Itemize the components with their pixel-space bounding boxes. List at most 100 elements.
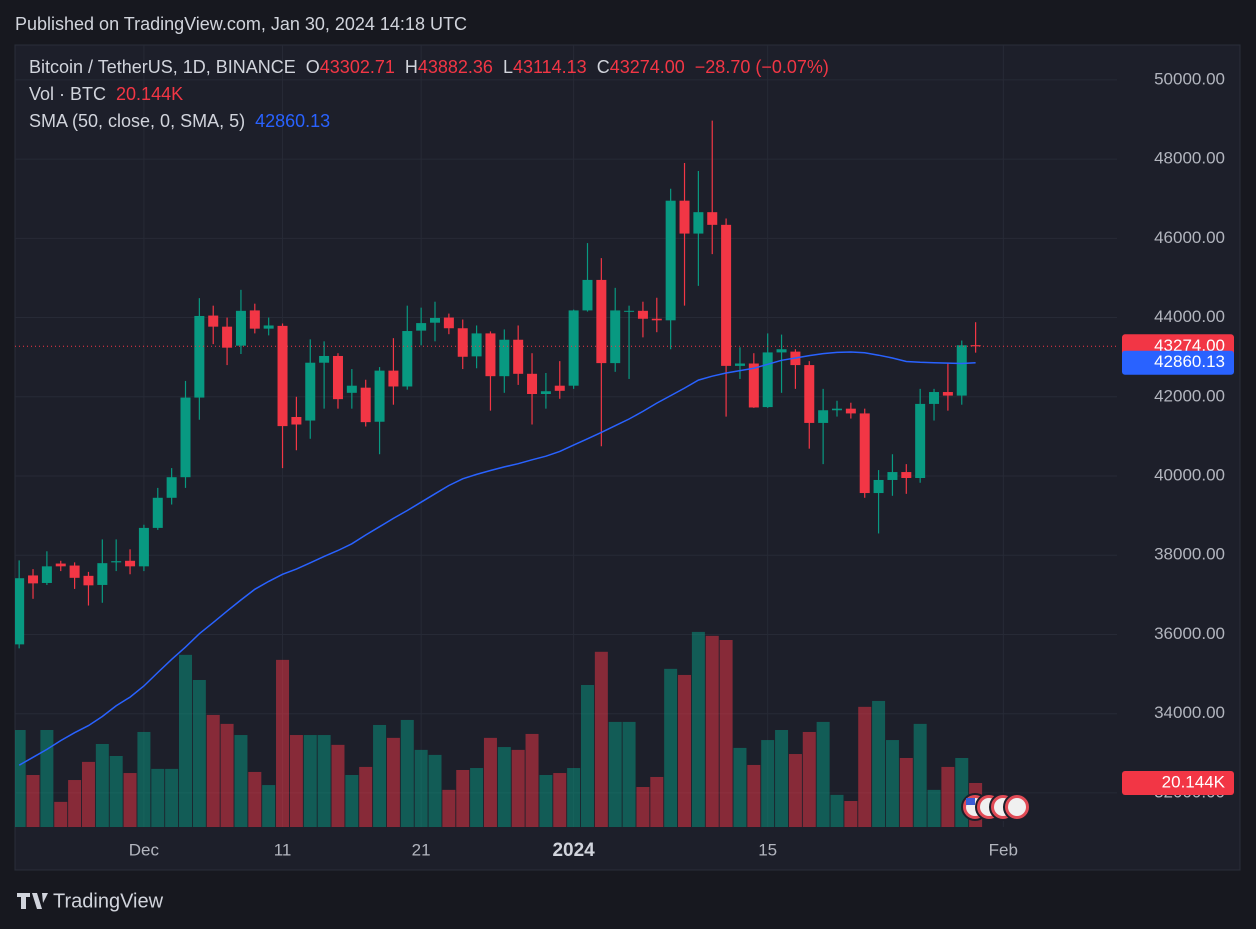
volume-bar xyxy=(802,731,816,827)
candle-body xyxy=(319,355,330,363)
candle-body xyxy=(125,560,136,567)
candle-body xyxy=(610,310,621,364)
footer-logo: TradingView xyxy=(17,890,164,912)
volume-bar xyxy=(761,740,775,827)
footer-brand: TradingView xyxy=(53,890,164,912)
volume-bar xyxy=(622,721,636,827)
candle-body xyxy=(873,479,884,494)
volume-bar xyxy=(165,768,179,827)
volume-bar xyxy=(54,801,68,827)
candle-body xyxy=(305,362,316,421)
candle-body xyxy=(818,410,829,423)
close-value: 43274.00 xyxy=(610,57,685,77)
sma-tag: 42860.13 xyxy=(1154,352,1225,371)
y-tick-label: 40000.00 xyxy=(1154,465,1225,484)
volume-bar xyxy=(276,659,290,827)
volume-bar xyxy=(913,723,927,827)
x-tick-label: 11 xyxy=(274,840,292,859)
published-note: Published on TradingView.com, Jan 30, 20… xyxy=(15,14,467,34)
candle-body xyxy=(956,345,967,396)
x-tick-label: 21 xyxy=(412,840,431,859)
candle-body xyxy=(970,345,981,347)
volume-bar xyxy=(747,764,761,827)
volume-bar xyxy=(81,761,95,827)
candle-body xyxy=(430,317,441,323)
candle-body xyxy=(554,385,565,391)
candle-body xyxy=(624,310,635,312)
candle-body xyxy=(942,392,953,396)
candle-body xyxy=(748,363,759,408)
y-tick-label: 46000.00 xyxy=(1154,228,1225,247)
candle-body xyxy=(762,352,773,408)
candle-body xyxy=(15,578,25,645)
candle-body xyxy=(443,317,454,329)
volume-tag-bg xyxy=(1122,770,1234,795)
y-tick-label: 42000.00 xyxy=(1154,386,1225,405)
volume-bar xyxy=(123,773,137,827)
x-tick-label: Feb xyxy=(989,840,1018,859)
volume-bar xyxy=(345,775,359,827)
volume-bar xyxy=(206,714,220,827)
volume-bar xyxy=(428,754,442,827)
y-tick-label: 36000.00 xyxy=(1154,624,1225,643)
candle-body xyxy=(804,365,815,423)
candle-body xyxy=(291,416,302,425)
volume-bar xyxy=(941,766,955,827)
volume-bar xyxy=(927,789,941,827)
volume-bar xyxy=(483,737,497,827)
candle-body xyxy=(235,310,246,346)
volume-bar xyxy=(691,631,705,827)
candle-body xyxy=(582,279,593,311)
candle-body xyxy=(693,212,704,234)
event-flag-inner xyxy=(1008,798,1026,816)
volume-bar xyxy=(816,721,830,827)
high-value: 43882.36 xyxy=(418,57,493,77)
c-letter: C xyxy=(597,57,610,77)
candle-body xyxy=(152,497,163,528)
candle-body xyxy=(138,527,149,567)
volume-bar xyxy=(497,747,511,827)
candle-body xyxy=(249,310,260,329)
candle-body xyxy=(776,349,787,353)
candle-body xyxy=(721,224,732,366)
candle-body xyxy=(457,328,468,357)
y-tick-label: 48000.00 xyxy=(1154,149,1225,168)
candle-body xyxy=(568,310,579,386)
h-letter: H xyxy=(405,57,418,77)
sma-tag-bg xyxy=(1122,350,1234,375)
volume-bar xyxy=(858,706,872,827)
volume-value: 20.144K xyxy=(116,84,183,104)
candle-body xyxy=(222,326,233,348)
volume-bar xyxy=(553,773,567,827)
volume-bar xyxy=(788,754,802,827)
candle-body xyxy=(166,477,177,498)
legend-line: Bitcoin / TetherUS, 1D, BINANCE O43302.71… xyxy=(29,57,829,77)
x-tick-label: 2024 xyxy=(552,840,595,861)
last-price-tag: 43274.00 xyxy=(1154,336,1225,355)
l-letter: L xyxy=(503,57,513,77)
symbol: Bitcoin / TetherUS, 1D, BINANCE xyxy=(29,57,296,77)
change-value: −28.70 (−0.07%) xyxy=(695,57,829,77)
volume-tag: 20.144K xyxy=(1162,772,1226,791)
volume-bar xyxy=(234,735,248,827)
sma-name: SMA (50, close, 0, SMA, 5) xyxy=(29,111,245,131)
y-tick-label: 50000.00 xyxy=(1154,69,1225,88)
candle-body xyxy=(55,563,66,567)
volume-bar xyxy=(373,724,387,827)
candle-body xyxy=(499,339,510,377)
candle-body xyxy=(83,575,94,586)
volume-bar xyxy=(95,743,109,827)
candle-body xyxy=(707,212,718,225)
volume-name: Vol · BTC xyxy=(29,84,106,104)
candle-body xyxy=(915,403,926,478)
volume-bar xyxy=(109,756,123,827)
candle-body xyxy=(901,472,912,478)
volume-bar xyxy=(608,721,622,827)
volume-bar xyxy=(456,769,470,827)
candle-body xyxy=(374,370,385,422)
volume-bar xyxy=(289,735,303,827)
volume-bar xyxy=(830,794,844,827)
candle-body xyxy=(513,339,524,374)
candle-body xyxy=(332,355,343,400)
